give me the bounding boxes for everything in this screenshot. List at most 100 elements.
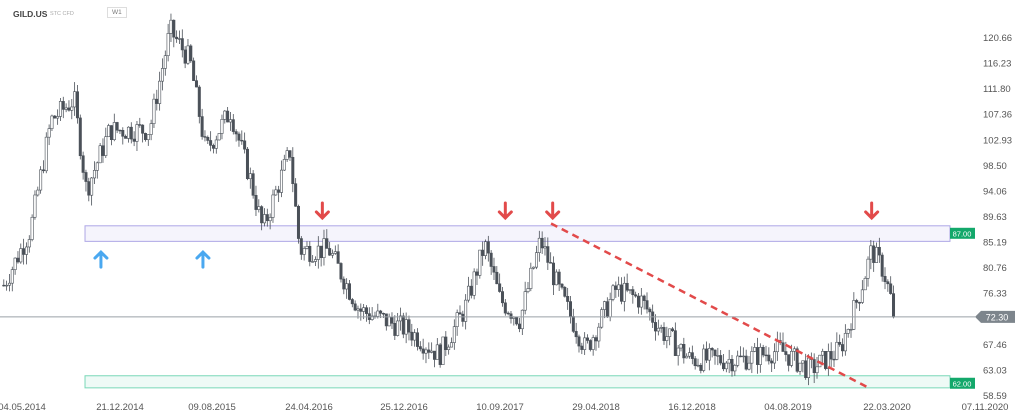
- timeframe-dropdown[interactable]: W1: [107, 7, 127, 18]
- candle-body: [421, 348, 425, 354]
- candle-body: [645, 300, 649, 310]
- candle-body: [673, 330, 677, 356]
- candle-body: [194, 80, 198, 88]
- candle-body: [387, 316, 391, 327]
- candle-body: [379, 310, 383, 314]
- candle-body: [149, 123, 153, 135]
- candle-body: [228, 119, 232, 123]
- candle-body: [532, 266, 536, 269]
- candle-body: [634, 294, 638, 297]
- candle-body: [841, 344, 845, 352]
- candle-body: [549, 262, 553, 264]
- candle-body: [231, 119, 235, 132]
- candle-body: [33, 194, 37, 218]
- candle-body: [404, 319, 408, 335]
- candle-body: [424, 349, 428, 354]
- candle-body: [781, 342, 785, 352]
- candle-body: [739, 355, 743, 358]
- candle-body: [226, 110, 230, 123]
- candle-body: [495, 271, 499, 285]
- candle-body: [585, 337, 589, 341]
- candle-body: [764, 354, 768, 357]
- candle-body: [767, 354, 771, 362]
- candle-body: [260, 206, 264, 224]
- x-tick-label: 09.08.2015: [188, 402, 236, 413]
- candle-body: [432, 350, 436, 360]
- candle-body: [177, 38, 181, 40]
- candle-body: [234, 131, 238, 135]
- candle-body: [892, 293, 896, 318]
- candle-body: [296, 205, 300, 239]
- trendline: [550, 222, 870, 389]
- candle-body: [557, 271, 561, 285]
- candle-body: [410, 331, 414, 341]
- candle-body: [600, 309, 604, 328]
- x-tick-label: 04.08.2019: [764, 402, 812, 413]
- candle-body: [863, 278, 867, 291]
- candle-body: [175, 36, 179, 40]
- candle-body: [146, 134, 150, 140]
- candle-body: [619, 284, 623, 302]
- candle-body: [466, 285, 470, 301]
- candle-body: [104, 136, 108, 156]
- candle-body: [268, 217, 272, 222]
- candle-body: [7, 282, 11, 286]
- candle-body: [438, 344, 442, 365]
- symbol-label: GILD.US: [13, 9, 48, 19]
- candle-body: [95, 162, 99, 171]
- candle-body: [75, 91, 79, 119]
- candle-body: [223, 110, 227, 120]
- candle-body: [574, 331, 578, 338]
- candle-body: [747, 362, 751, 370]
- up-arrow-icon: [195, 249, 211, 269]
- candle-body: [693, 358, 697, 367]
- candle-body: [560, 283, 564, 288]
- candle-body: [112, 122, 116, 141]
- candle-body: [784, 351, 788, 355]
- candle-body: [381, 313, 385, 315]
- candle-body: [245, 148, 249, 180]
- candle-body: [441, 336, 445, 365]
- candle-body: [322, 238, 326, 258]
- candle-body: [143, 132, 147, 140]
- candle-body: [835, 341, 839, 360]
- candle-body: [534, 252, 538, 268]
- candle-body: [478, 249, 482, 276]
- candle-body: [656, 327, 660, 332]
- candle-body: [540, 237, 544, 249]
- candle-body: [67, 107, 71, 111]
- candle-body: [189, 45, 193, 62]
- candle-body: [73, 91, 77, 108]
- candle-body: [815, 366, 819, 374]
- candle-body: [554, 271, 558, 286]
- up-arrow-icon: [93, 249, 109, 269]
- candle-body: [483, 241, 487, 256]
- candle-body: [362, 307, 366, 312]
- candle-body: [243, 140, 247, 150]
- candle-body: [132, 138, 136, 142]
- candle-body: [770, 360, 774, 364]
- candle-body: [271, 194, 275, 218]
- candle-body: [172, 19, 176, 38]
- x-tick-label: 04.05.2014: [0, 402, 46, 413]
- instrument-type-dropdown[interactable]: STC CFD: [50, 11, 74, 17]
- candle-body: [858, 302, 862, 304]
- candle-body: [115, 122, 119, 131]
- candle-body: [336, 251, 340, 264]
- candle-body: [628, 289, 632, 291]
- candle-body: [880, 254, 884, 277]
- candle-body: [702, 348, 706, 371]
- candle-body: [16, 257, 20, 263]
- candle-body: [350, 299, 354, 305]
- candle-body: [126, 126, 130, 139]
- candle-body: [832, 358, 836, 361]
- candle-body: [537, 237, 541, 253]
- candle-body: [583, 337, 587, 350]
- candle-body: [180, 38, 184, 51]
- candle-body: [109, 125, 113, 141]
- candle-body: [580, 345, 584, 350]
- candle-body: [427, 349, 431, 353]
- candle-body: [118, 129, 122, 132]
